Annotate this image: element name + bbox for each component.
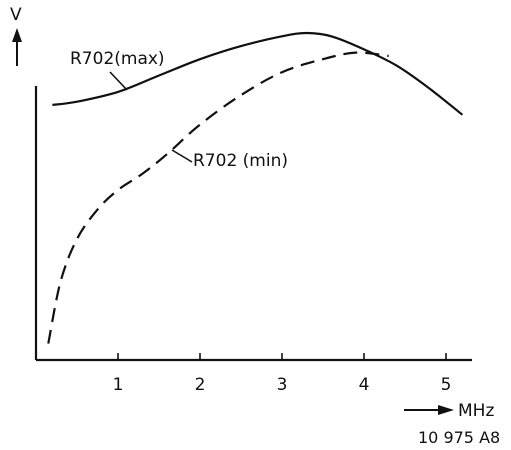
series-min-label: R702 (min) xyxy=(193,151,288,171)
x-axis-label: MHz xyxy=(458,401,494,421)
series-max-label: R702(max) xyxy=(70,49,165,69)
series-line-max xyxy=(52,31,464,116)
series-line-min xyxy=(47,51,389,344)
x-tick-label-1: 1 xyxy=(113,375,124,395)
x-axis-arrow-head xyxy=(438,405,454,415)
x-ticks: 1 2 3 4 5 xyxy=(113,353,452,395)
x-tick-label-2: 2 xyxy=(195,375,206,395)
figure-id: 10 975 A8 xyxy=(418,428,500,447)
y-axis-arrow-head xyxy=(12,28,22,42)
series-min-leader xyxy=(171,149,193,163)
series-layer xyxy=(47,31,464,344)
y-axis-label: V xyxy=(10,5,22,25)
series-max-leader xyxy=(109,71,128,91)
x-tick-label-4: 4 xyxy=(359,375,370,395)
x-tick-label-5: 5 xyxy=(441,375,452,395)
x-tick-label-3: 3 xyxy=(277,375,288,395)
